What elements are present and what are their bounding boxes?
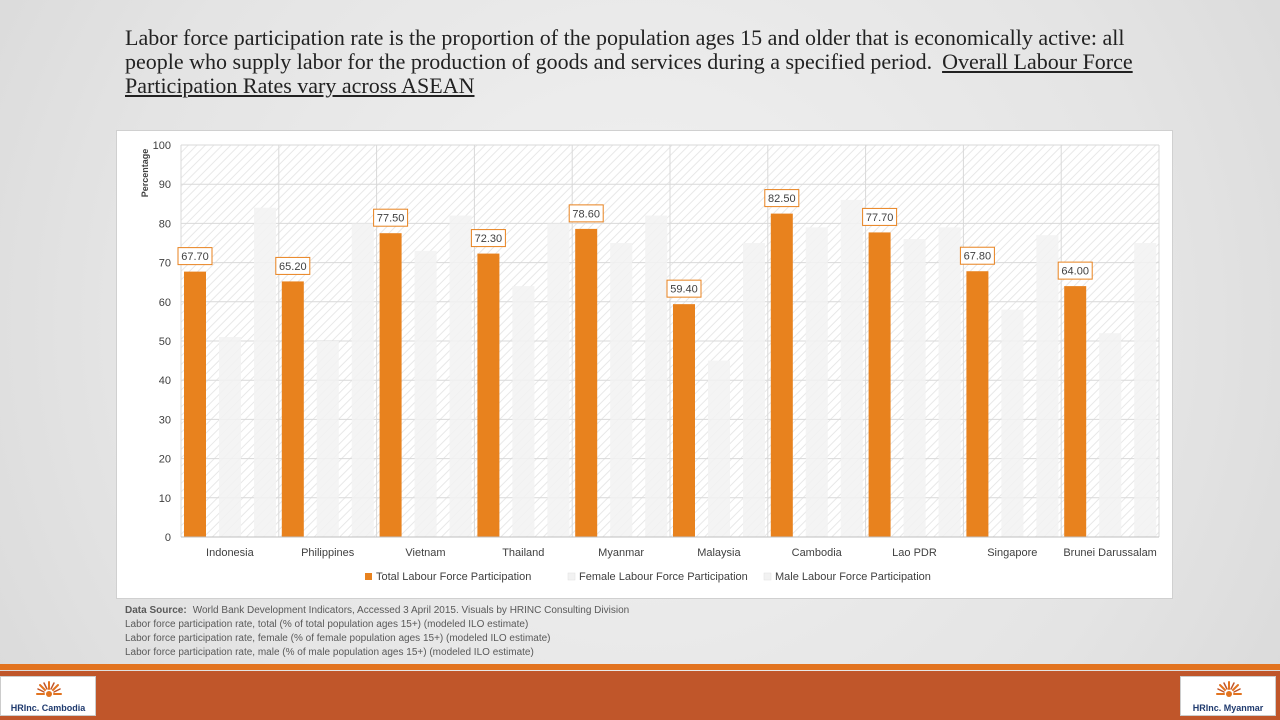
bar-male-brunei-darussalam	[1134, 243, 1157, 537]
chart-container: 67.70 65.20 77.50 72.30 78.60 59.40 82.50 77.70…	[116, 130, 1173, 599]
footer-bar	[0, 671, 1280, 720]
bar-total-cambodia	[770, 213, 793, 537]
data-label: 59.40	[670, 284, 698, 296]
y-tick-label: 70	[159, 258, 171, 270]
bar-male-lao-pdr	[938, 227, 961, 537]
bar-female-philippines	[316, 341, 339, 537]
data-label: 67.70	[181, 251, 209, 263]
data-label-box	[177, 247, 213, 266]
data-label-box	[666, 279, 702, 298]
logo-hrinc-myanmar: HRInc. Myanmar	[1180, 676, 1276, 716]
bar-female-brunei-darussalam	[1099, 333, 1122, 537]
data-label: 77.70	[866, 212, 894, 224]
data-label-box	[275, 256, 311, 275]
sunburst-logo-icon	[36, 681, 62, 697]
y-tick-label: 80	[159, 218, 171, 230]
bar-female-myanmar	[610, 243, 633, 537]
source-note-male: Labor force participation rate, male (% …	[125, 647, 534, 658]
data-label: 77.50	[377, 213, 405, 225]
title-main-text: Labor force participation rate is the pr…	[125, 25, 1125, 74]
bar-total-vietnam	[379, 233, 402, 537]
data-label-box	[959, 246, 995, 265]
data-label: 78.60	[572, 208, 600, 220]
y-tick-label: 20	[159, 454, 171, 466]
logo-right-text: HRInc. Myanmar	[1192, 703, 1264, 713]
source-text: World Bank Development Indicators, Acces…	[192, 605, 630, 616]
x-tick-label: Indonesia	[206, 547, 255, 559]
bar-female-vietnam	[414, 250, 437, 537]
legend-entry: Male Labour Force Participation	[775, 571, 931, 583]
bar-male-myanmar	[645, 215, 668, 537]
data-label-box	[470, 229, 506, 248]
y-axis-title: Percentage	[140, 149, 150, 198]
y-tick-label: 60	[159, 297, 171, 309]
bar-male-thailand	[547, 223, 570, 537]
bar-female-thailand	[512, 286, 535, 537]
legend-entry: Female Labour Force Participation	[579, 571, 748, 583]
x-tick-label: Malaysia	[697, 547, 741, 559]
legend-swatch	[567, 572, 576, 581]
legend-entry: Total Labour Force Participation	[376, 571, 531, 583]
source-note-female: Labor force participation rate, female (…	[125, 633, 551, 644]
y-tick-label: 100	[153, 140, 171, 152]
y-tick-label: 0	[165, 532, 171, 544]
x-tick-label: Singapore	[987, 547, 1037, 559]
bar-female-cambodia	[805, 227, 828, 537]
title-underlined-text: Overall Labour Force Participation Rates…	[125, 49, 1133, 98]
source-label: Data Source:	[125, 605, 187, 616]
source-line: Data Source: World Bank Development Indic…	[125, 604, 1025, 618]
bar-male-indonesia	[254, 207, 276, 537]
bar-female-lao-pdr	[903, 239, 926, 537]
bar-chart: 67.70 65.20 77.50 72.30 78.60 59.40 82.50 77.70…	[140, 140, 1160, 583]
data-label: 67.80	[964, 251, 992, 263]
x-tick-label: Lao PDR	[892, 547, 937, 559]
x-tick-label: Brunei Darussalam	[1063, 547, 1157, 559]
footer-accent-line	[0, 664, 1280, 670]
legend-swatch	[365, 573, 372, 580]
data-label: 64.00	[1061, 266, 1089, 278]
bar-male-singapore	[1036, 235, 1059, 537]
bar-male-philippines	[351, 223, 374, 537]
y-tick-label: 30	[159, 414, 171, 426]
legend-swatch	[763, 572, 772, 581]
bar-total-lao-pdr	[868, 232, 891, 537]
bar-female-indonesia	[219, 337, 241, 537]
bar-total-indonesia	[184, 271, 206, 537]
data-label: 65.20	[279, 261, 307, 273]
data-source: Data Source: World Bank Development Indic…	[125, 604, 1025, 660]
x-tick-label: Philippines	[301, 547, 355, 559]
bar-total-brunei-darussalam	[1064, 286, 1087, 537]
x-tick-label: Vietnam	[405, 547, 445, 559]
data-label: 72.30	[475, 233, 503, 245]
bar-total-thailand	[477, 253, 500, 538]
data-label-box	[1057, 261, 1093, 280]
x-tick-label: Myanmar	[598, 547, 644, 559]
data-label: 82.50	[768, 193, 796, 205]
bar-total-malaysia	[673, 304, 695, 537]
bar-male-vietnam	[449, 215, 472, 537]
y-tick-label: 40	[159, 375, 171, 387]
bar-female-malaysia	[708, 360, 730, 537]
y-tick-label: 10	[159, 493, 171, 505]
slide-title: Labor force participation rate is the pr…	[125, 26, 1185, 98]
bar-female-singapore	[1001, 309, 1024, 537]
logo-hrinc-cambodia: HRInc. Cambodia	[0, 676, 96, 716]
data-label-box	[568, 204, 604, 223]
x-tick-label: Cambodia	[792, 547, 843, 559]
sunburst-logo-icon	[1216, 681, 1242, 697]
y-tick-label: 50	[159, 336, 171, 348]
bar-male-malaysia	[743, 243, 765, 537]
x-tick-label: Thailand	[502, 547, 544, 559]
data-label-box	[862, 207, 898, 226]
bar-total-philippines	[281, 281, 304, 537]
logo-left-text: HRInc. Cambodia	[10, 703, 86, 713]
data-label-box	[764, 189, 800, 208]
bar-total-myanmar	[575, 228, 598, 537]
bar-total-singapore	[966, 271, 989, 537]
y-tick-label: 90	[159, 179, 171, 191]
data-label-box	[373, 208, 409, 227]
bar-male-cambodia	[840, 199, 863, 537]
source-note-total: Labor force participation rate, total (%…	[125, 619, 529, 630]
